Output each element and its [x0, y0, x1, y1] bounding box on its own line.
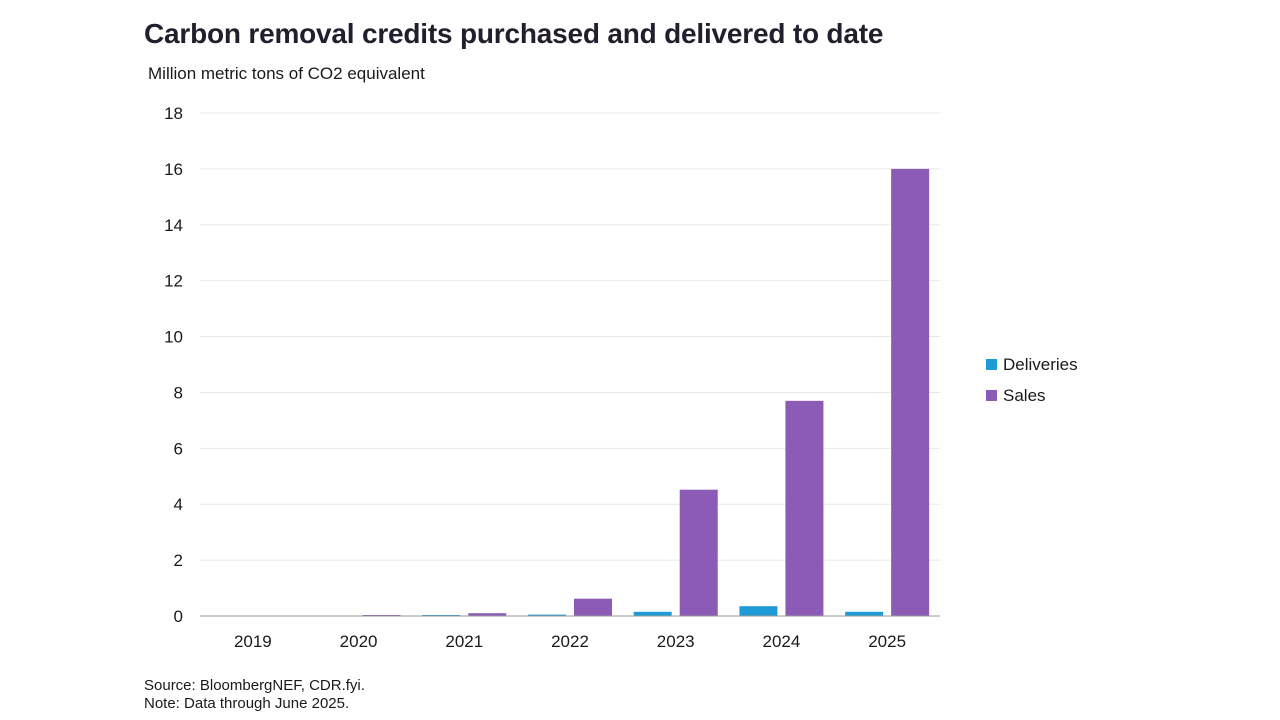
x-tick-label: 2025 — [868, 632, 906, 651]
y-tick-label: 6 — [174, 439, 183, 458]
bar-deliveries-2023 — [633, 611, 672, 616]
y-tick-label: 10 — [164, 328, 183, 347]
bar-deliveries-2025 — [845, 611, 884, 616]
legend-label-deliveries: Deliveries — [1003, 354, 1078, 374]
y-tick-label: 4 — [174, 495, 183, 514]
chart-title: Carbon removal credits purchased and del… — [144, 18, 884, 49]
legend-swatch-deliveries — [986, 359, 997, 370]
legend-item-deliveries: Deliveries — [986, 349, 1078, 380]
legend-swatch-sales — [986, 390, 997, 401]
legend-item-sales: Sales — [986, 380, 1078, 411]
bar-sales-2024 — [785, 400, 824, 616]
data-note: Note: Data through June 2025. — [144, 695, 350, 712]
bar-deliveries-2024 — [739, 606, 778, 616]
bar-sales-2022 — [574, 598, 612, 616]
x-tick-label: 2023 — [657, 632, 695, 651]
y-tick-label: 12 — [164, 272, 183, 291]
chart-footnotes: Source: BloombergNEF, CDR.fyi. Note: Dat… — [144, 677, 365, 713]
y-tick-label: 14 — [164, 216, 183, 235]
bar-sales-2025 — [891, 168, 930, 616]
chart-legend: Deliveries Sales — [986, 349, 1078, 411]
x-tick-label: 2020 — [340, 632, 378, 651]
source-note: Source: BloombergNEF, CDR.fyi. — [144, 677, 365, 694]
y-tick-label: 18 — [164, 104, 183, 123]
y-tick-label: 2 — [174, 551, 183, 570]
bar-sales-2023 — [679, 489, 718, 616]
x-tick-label: 2021 — [445, 632, 483, 651]
legend-label-sales: Sales — [1003, 385, 1046, 405]
x-tick-label: 2022 — [551, 632, 589, 651]
x-tick-label: 2019 — [234, 632, 272, 651]
y-tick-label: 16 — [164, 160, 183, 179]
y-tick-label: 0 — [174, 607, 183, 626]
bar-sales-2021 — [468, 613, 507, 616]
y-tick-label: 8 — [174, 383, 183, 402]
bar-deliveries-2022 — [528, 614, 566, 616]
chart-subtitle: Million metric tons of CO2 equivalent — [148, 64, 425, 83]
x-tick-label: 2024 — [763, 632, 801, 651]
